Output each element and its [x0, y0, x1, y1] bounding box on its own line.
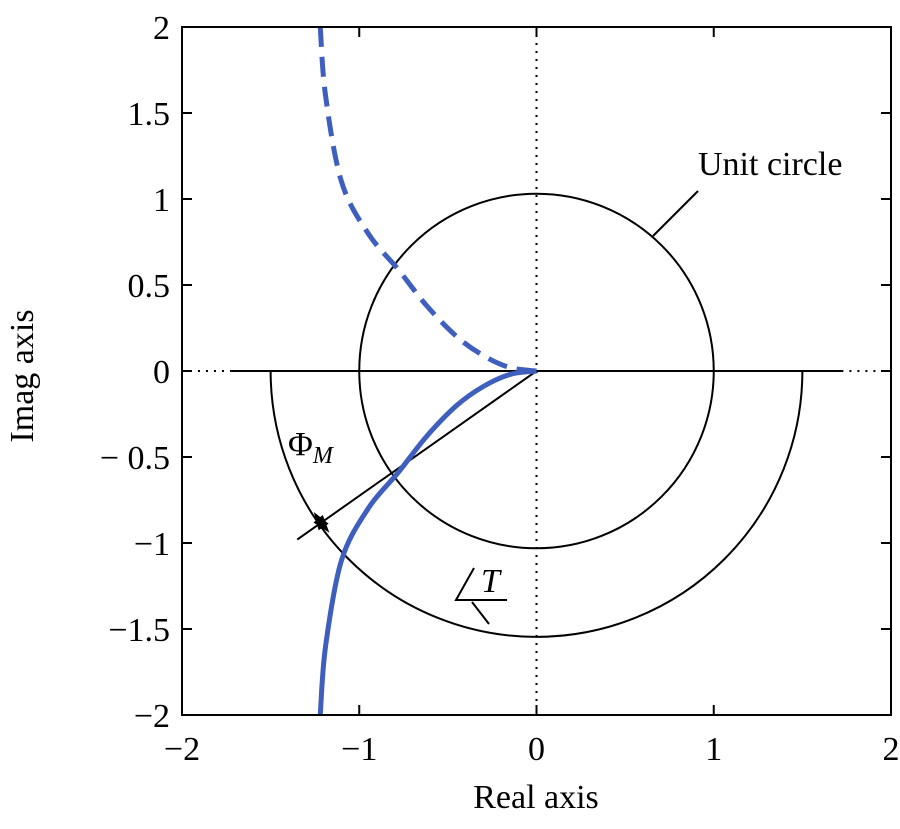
phase-margin-label: ΦM: [288, 426, 335, 469]
y-ticks: −2 −1.5 −1 − 0.5 0 0.5 1 1.5 2: [100, 10, 891, 735]
nyquist-curve-solid: [317, 368, 537, 715]
angle-t-symbol: [454, 567, 507, 601]
y-tick-label: 1.5: [128, 96, 171, 133]
x-tick-label: 1: [705, 731, 722, 768]
x-tick-label: −1: [341, 731, 377, 768]
phase-arc: [269, 370, 804, 638]
x-axis-label: Real axis: [473, 779, 599, 816]
phase-margin-symbol: Φ: [288, 426, 313, 463]
y-tick-label: −2: [134, 698, 170, 735]
y-tick-label: − 0.5: [100, 440, 170, 477]
y-tick-label: −1.5: [108, 612, 170, 649]
nyquist-curve-dashed: [317, 27, 537, 374]
x-tick-label: −2: [164, 731, 200, 768]
x-tick-label: 2: [883, 731, 900, 768]
unit-circle-callout-line: [652, 190, 699, 237]
phase-margin-arrowhead-bottom: [313, 511, 329, 531]
y-axis-label: Imag axis: [4, 309, 41, 442]
unit-circle-label: Unit circle: [698, 146, 842, 183]
unit-circle: [358, 192, 715, 550]
y-tick-label: −1: [134, 526, 170, 563]
phase-margin-subscript: M: [312, 443, 335, 469]
y-tick-label: 0: [153, 354, 170, 391]
angle-t-callout-line: [471, 601, 490, 625]
x-ticks: −2 −1 0 1 2: [164, 27, 900, 768]
y-tick-label: 2: [153, 10, 170, 47]
x-tick-label: 0: [528, 731, 545, 768]
phase-margin-line: [296, 370, 538, 541]
y-tick-label: 0.5: [128, 268, 171, 305]
angle-t-label: T: [481, 563, 502, 600]
y-tick-label: 1: [153, 182, 170, 219]
